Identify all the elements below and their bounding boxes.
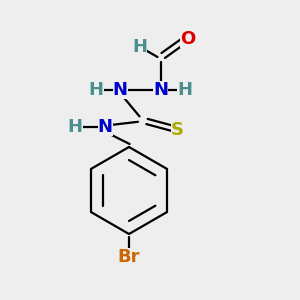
Text: N: N xyxy=(112,81,128,99)
Text: H: H xyxy=(132,38,147,56)
Text: H: H xyxy=(68,118,82,136)
Text: Br: Br xyxy=(118,248,140,266)
Text: O: O xyxy=(180,30,195,48)
Text: H: H xyxy=(88,81,104,99)
Text: N: N xyxy=(98,118,112,136)
Text: N: N xyxy=(153,81,168,99)
Text: H: H xyxy=(177,81,192,99)
Text: S: S xyxy=(170,121,184,139)
